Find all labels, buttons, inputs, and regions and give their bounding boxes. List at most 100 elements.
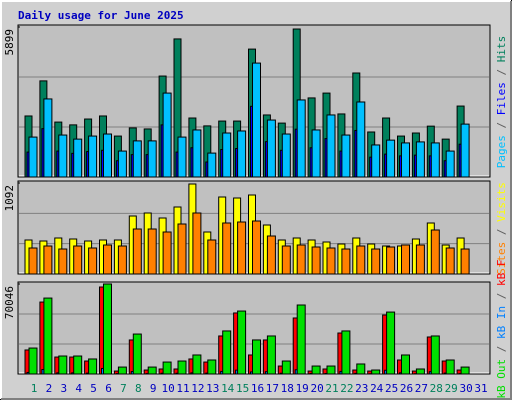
bar	[341, 248, 351, 275]
bar	[28, 136, 38, 178]
bar	[341, 330, 351, 375]
x-tick-label: 18	[281, 382, 294, 395]
x-tick-label: 31	[474, 382, 487, 395]
x-tick-label: 22	[340, 382, 353, 395]
bar	[222, 132, 232, 178]
bar	[356, 245, 366, 275]
bar	[326, 247, 336, 275]
x-tick-label: 8	[135, 382, 142, 395]
bar	[371, 248, 381, 275]
bar	[117, 150, 127, 178]
bar	[252, 220, 261, 275]
bar	[132, 140, 142, 178]
bar	[207, 152, 217, 178]
x-tick-label: 20	[310, 382, 323, 395]
bar	[252, 62, 261, 178]
bar	[445, 359, 455, 375]
bar	[88, 247, 98, 275]
bar	[252, 339, 261, 375]
x-tick-label: 19	[296, 382, 309, 395]
bar	[266, 335, 276, 375]
bar	[117, 245, 127, 275]
chart-title: Daily usage for June 2025	[18, 9, 184, 22]
x-tick-label: 5	[90, 382, 97, 395]
legend-entry: Hits	[495, 36, 508, 63]
bar	[132, 333, 142, 375]
legend-entry: Pages	[495, 135, 508, 168]
bar	[162, 231, 172, 275]
bar	[177, 136, 187, 178]
x-tick-label: 4	[75, 382, 82, 395]
legend-entry: Sites	[495, 242, 508, 275]
bar	[192, 354, 202, 375]
x-tick-label: 6	[105, 382, 112, 395]
legend-entry: Visits	[495, 182, 508, 222]
y-tick-label: 70046	[3, 286, 16, 319]
bar	[311, 365, 321, 375]
bar	[356, 101, 366, 178]
bar	[147, 140, 157, 178]
bar	[162, 361, 172, 375]
bar	[415, 368, 425, 375]
x-tick-label: 15	[236, 382, 249, 395]
x-tick-label: 30	[459, 382, 472, 395]
bar	[147, 228, 157, 275]
legend-separator: /	[495, 339, 508, 359]
bar	[43, 245, 53, 275]
x-tick-label: 29	[445, 382, 458, 395]
bar	[103, 283, 112, 375]
bar	[281, 133, 291, 178]
bar	[192, 129, 202, 178]
bar	[73, 245, 83, 275]
bar	[117, 366, 127, 375]
bar	[43, 297, 53, 375]
bar	[88, 135, 98, 178]
legend-separator: /	[495, 115, 508, 135]
bar	[222, 222, 232, 275]
x-tick-label: 27	[415, 382, 428, 395]
bar	[222, 330, 232, 375]
bar	[147, 366, 157, 375]
bar	[371, 369, 381, 375]
bar	[177, 223, 187, 275]
x-tick-label: 23	[355, 382, 368, 395]
bar	[237, 130, 247, 178]
bar	[341, 134, 351, 178]
bar	[430, 229, 440, 275]
bar	[103, 133, 112, 178]
legend-separator: /	[495, 222, 508, 242]
x-tick-label: 24	[370, 382, 384, 395]
bar	[371, 144, 381, 178]
bar	[296, 99, 306, 178]
bar	[296, 244, 306, 275]
legend: Sites / Visits	[495, 182, 508, 275]
bar	[58, 248, 68, 275]
bar	[237, 221, 247, 275]
bar	[460, 366, 470, 375]
x-tick-label: 17	[266, 382, 279, 395]
bar	[445, 247, 455, 275]
x-tick-label: 13	[206, 382, 219, 395]
x-tick-label: 12	[191, 382, 204, 395]
bar	[58, 134, 68, 178]
y-tick-label: 1092	[3, 185, 16, 212]
bar	[326, 365, 336, 375]
x-tick-label: 2	[46, 382, 53, 395]
bar	[88, 358, 98, 375]
legend-entry: kB In	[495, 306, 508, 339]
x-tick-label: 26	[400, 382, 413, 395]
bar	[401, 244, 410, 275]
bar	[386, 311, 396, 375]
x-tick-label: 25	[385, 382, 398, 395]
bar	[401, 142, 410, 178]
bar	[28, 347, 38, 375]
bar	[311, 129, 321, 178]
bar	[430, 335, 440, 375]
bar	[445, 150, 455, 178]
bar	[237, 310, 247, 375]
bar	[73, 355, 83, 375]
bar	[103, 244, 112, 275]
